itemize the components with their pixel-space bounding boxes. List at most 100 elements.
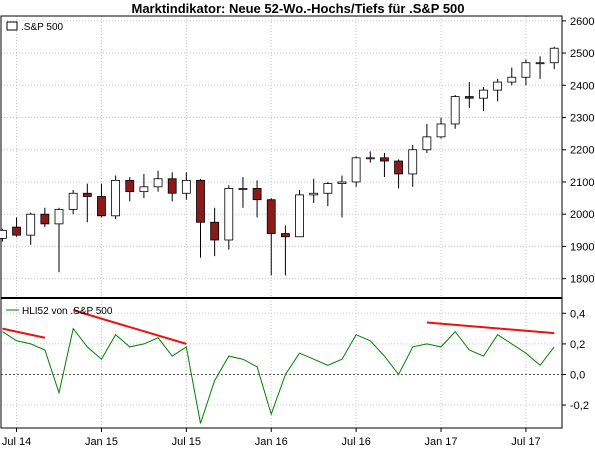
price-y-tick-label: 2100: [570, 177, 594, 189]
indicator-panel-frame: [0, 297, 563, 429]
divergence-lines: [2, 309, 555, 345]
candle-body: [82, 192, 92, 197]
price-candle: [153, 170, 163, 192]
price-candle: [337, 175, 347, 218]
candle-body: [252, 188, 262, 201]
price-candle: [309, 178, 319, 203]
candle-body: [464, 96, 474, 99]
price-candle: [351, 156, 361, 187]
candle-body: [111, 179, 121, 217]
price-y-tick-label: 2500: [570, 48, 594, 60]
candle-body: [280, 233, 290, 238]
price-candle: [54, 207, 64, 273]
candle-body: [507, 76, 517, 83]
price-candle: [0, 228, 7, 242]
candle-body: [365, 157, 375, 160]
candle-body: [337, 181, 347, 184]
x-tick-label: Jan 17: [425, 436, 458, 448]
divergence-line: [426, 321, 555, 335]
price-candle: [394, 159, 403, 189]
candle-body: [210, 221, 220, 241]
price-candle: [68, 190, 78, 215]
candle-body: [450, 96, 460, 125]
price-y-tick-label: 2200: [570, 145, 594, 157]
price-panel-frame: [0, 15, 563, 299]
candle-body: [436, 123, 446, 138]
price-candle: [97, 183, 106, 218]
indicator-y-tick-label: -0,2: [570, 400, 589, 412]
x-tick-label: Jul 15: [172, 436, 201, 448]
price-candle: [380, 152, 389, 178]
candle-body: [68, 192, 78, 210]
indicator-y-tick-label: 0,4: [570, 308, 585, 320]
price-candle: [12, 217, 21, 237]
price-candle: [549, 46, 559, 70]
price-legend-swatch: [6, 21, 18, 31]
candle-body: [181, 179, 191, 194]
x-tick-label: Jan 16: [255, 436, 288, 448]
price-y-tick-label: 2000: [570, 209, 594, 221]
price-candle: [365, 151, 375, 163]
price-candle: [408, 144, 418, 187]
chart-title: Marktindikator: Neue 52-Wo.-Hochs/Tiefs …: [131, 1, 464, 16]
price-candle: [464, 82, 474, 108]
candle-body: [422, 136, 432, 151]
candle-body: [26, 213, 36, 236]
price-candle: [40, 207, 50, 228]
candle-body: [295, 194, 304, 238]
price-y-tick-label: 1800: [570, 274, 594, 286]
price-candle: [26, 212, 36, 245]
price-candle: [167, 172, 177, 202]
candle-body: [266, 199, 276, 234]
divergence-line: [2, 327, 46, 339]
price-candle: [196, 178, 205, 258]
candle-body: [153, 178, 163, 188]
price-candle: [295, 190, 304, 238]
candle-body: [380, 157, 389, 162]
price-candle: [479, 86, 488, 112]
candle-body: [125, 179, 135, 193]
price-y-tick-label: 2300: [570, 113, 594, 125]
indicator-legend: HLI52 von .S&P 500: [6, 306, 113, 317]
price-candle: [507, 67, 517, 86]
candle-body: [323, 183, 333, 194]
price-candle: [181, 172, 191, 200]
candle-body: [54, 208, 64, 225]
price-candle: [238, 177, 248, 208]
price-candle: [436, 117, 446, 139]
x-tick-label: Jul 16: [341, 436, 370, 448]
price-y-tick-label: 1900: [570, 241, 594, 253]
candle-body: [521, 62, 531, 78]
hli-line: [2, 327, 555, 424]
candle-body: [394, 160, 403, 175]
price-candle: [535, 56, 545, 79]
price-y-axis: 2600 2500 2400 2300 2200 2100 2000 1900 1800: [562, 16, 594, 286]
price-candle: [125, 177, 135, 202]
price-candle: [422, 123, 432, 153]
x-tick-label: Jan 15: [85, 436, 118, 448]
price-candles: [0, 46, 559, 276]
candle-body: [493, 81, 503, 91]
indicator-y-tick-label: 0,0: [570, 369, 585, 381]
price-candle: [252, 180, 262, 218]
candle-body: [309, 192, 319, 196]
hli-series: [2, 327, 555, 424]
candle-body: [408, 149, 418, 175]
price-candle: [280, 225, 290, 276]
price-candle: [521, 59, 531, 86]
candle-body: [549, 47, 559, 64]
candle-body: [0, 229, 7, 239]
price-candle: [323, 181, 333, 207]
candle-body: [97, 196, 106, 217]
x-tick-label: Jul 17: [511, 436, 540, 448]
candle-body: [238, 188, 248, 190]
candle-body: [479, 89, 488, 99]
candle-body: [196, 179, 205, 223]
price-y-tick-label: 2600: [570, 16, 594, 28]
divergence-line: [72, 309, 187, 345]
candle-body: [139, 186, 149, 193]
x-tick-label: Jul 14: [2, 436, 31, 448]
price-candle: [224, 185, 234, 250]
price-candle: [266, 198, 276, 276]
